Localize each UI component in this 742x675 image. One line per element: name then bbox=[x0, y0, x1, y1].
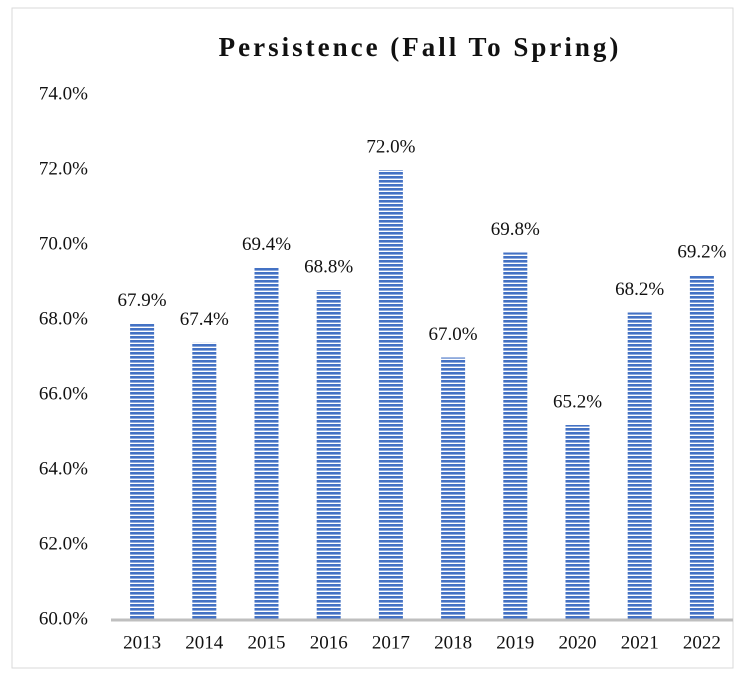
data-label: 68.2% bbox=[615, 279, 664, 300]
x-tick-label: 2015 bbox=[248, 632, 286, 653]
x-tick-label: 2020 bbox=[559, 632, 597, 653]
data-label: 67.0% bbox=[429, 324, 478, 345]
bar bbox=[441, 357, 466, 620]
chart-frame bbox=[11, 7, 734, 669]
bar bbox=[254, 267, 279, 620]
x-tick-label: 2017 bbox=[372, 632, 410, 653]
x-tick-label: 2021 bbox=[621, 632, 659, 653]
bar bbox=[316, 290, 341, 620]
y-tick-label: 64.0% bbox=[39, 458, 88, 479]
data-label: 65.2% bbox=[553, 391, 602, 412]
x-tick-label: 2022 bbox=[683, 632, 721, 653]
data-label: 69.4% bbox=[242, 234, 291, 255]
y-tick-label: 74.0% bbox=[39, 83, 88, 104]
y-tick-label: 60.0% bbox=[39, 608, 88, 629]
x-tick-label: 2019 bbox=[496, 632, 534, 653]
x-tick-label: 2018 bbox=[434, 632, 472, 653]
y-tick-label: 62.0% bbox=[39, 533, 88, 554]
bar bbox=[627, 312, 652, 620]
y-tick-label: 66.0% bbox=[39, 383, 88, 404]
x-tick-label: 2013 bbox=[123, 632, 161, 653]
bar bbox=[378, 170, 403, 620]
x-tick-label: 2016 bbox=[310, 632, 348, 653]
bar bbox=[565, 425, 590, 620]
data-label: 69.8% bbox=[491, 219, 540, 240]
x-tick-label: 2014 bbox=[185, 632, 224, 653]
y-tick-label: 70.0% bbox=[39, 233, 88, 254]
chart-title: Persistence (Fall To Spring) bbox=[219, 32, 622, 62]
bar bbox=[689, 275, 714, 620]
data-label: 67.9% bbox=[118, 290, 167, 311]
y-tick-label: 72.0% bbox=[39, 158, 88, 179]
data-label: 67.4% bbox=[180, 309, 229, 330]
data-label: 69.2% bbox=[677, 241, 726, 262]
y-tick-label: 68.0% bbox=[39, 308, 88, 329]
data-label: 68.8% bbox=[304, 256, 353, 277]
bar bbox=[192, 342, 217, 620]
data-label: 72.0% bbox=[366, 136, 415, 157]
bar bbox=[130, 323, 155, 620]
bar bbox=[503, 252, 528, 620]
